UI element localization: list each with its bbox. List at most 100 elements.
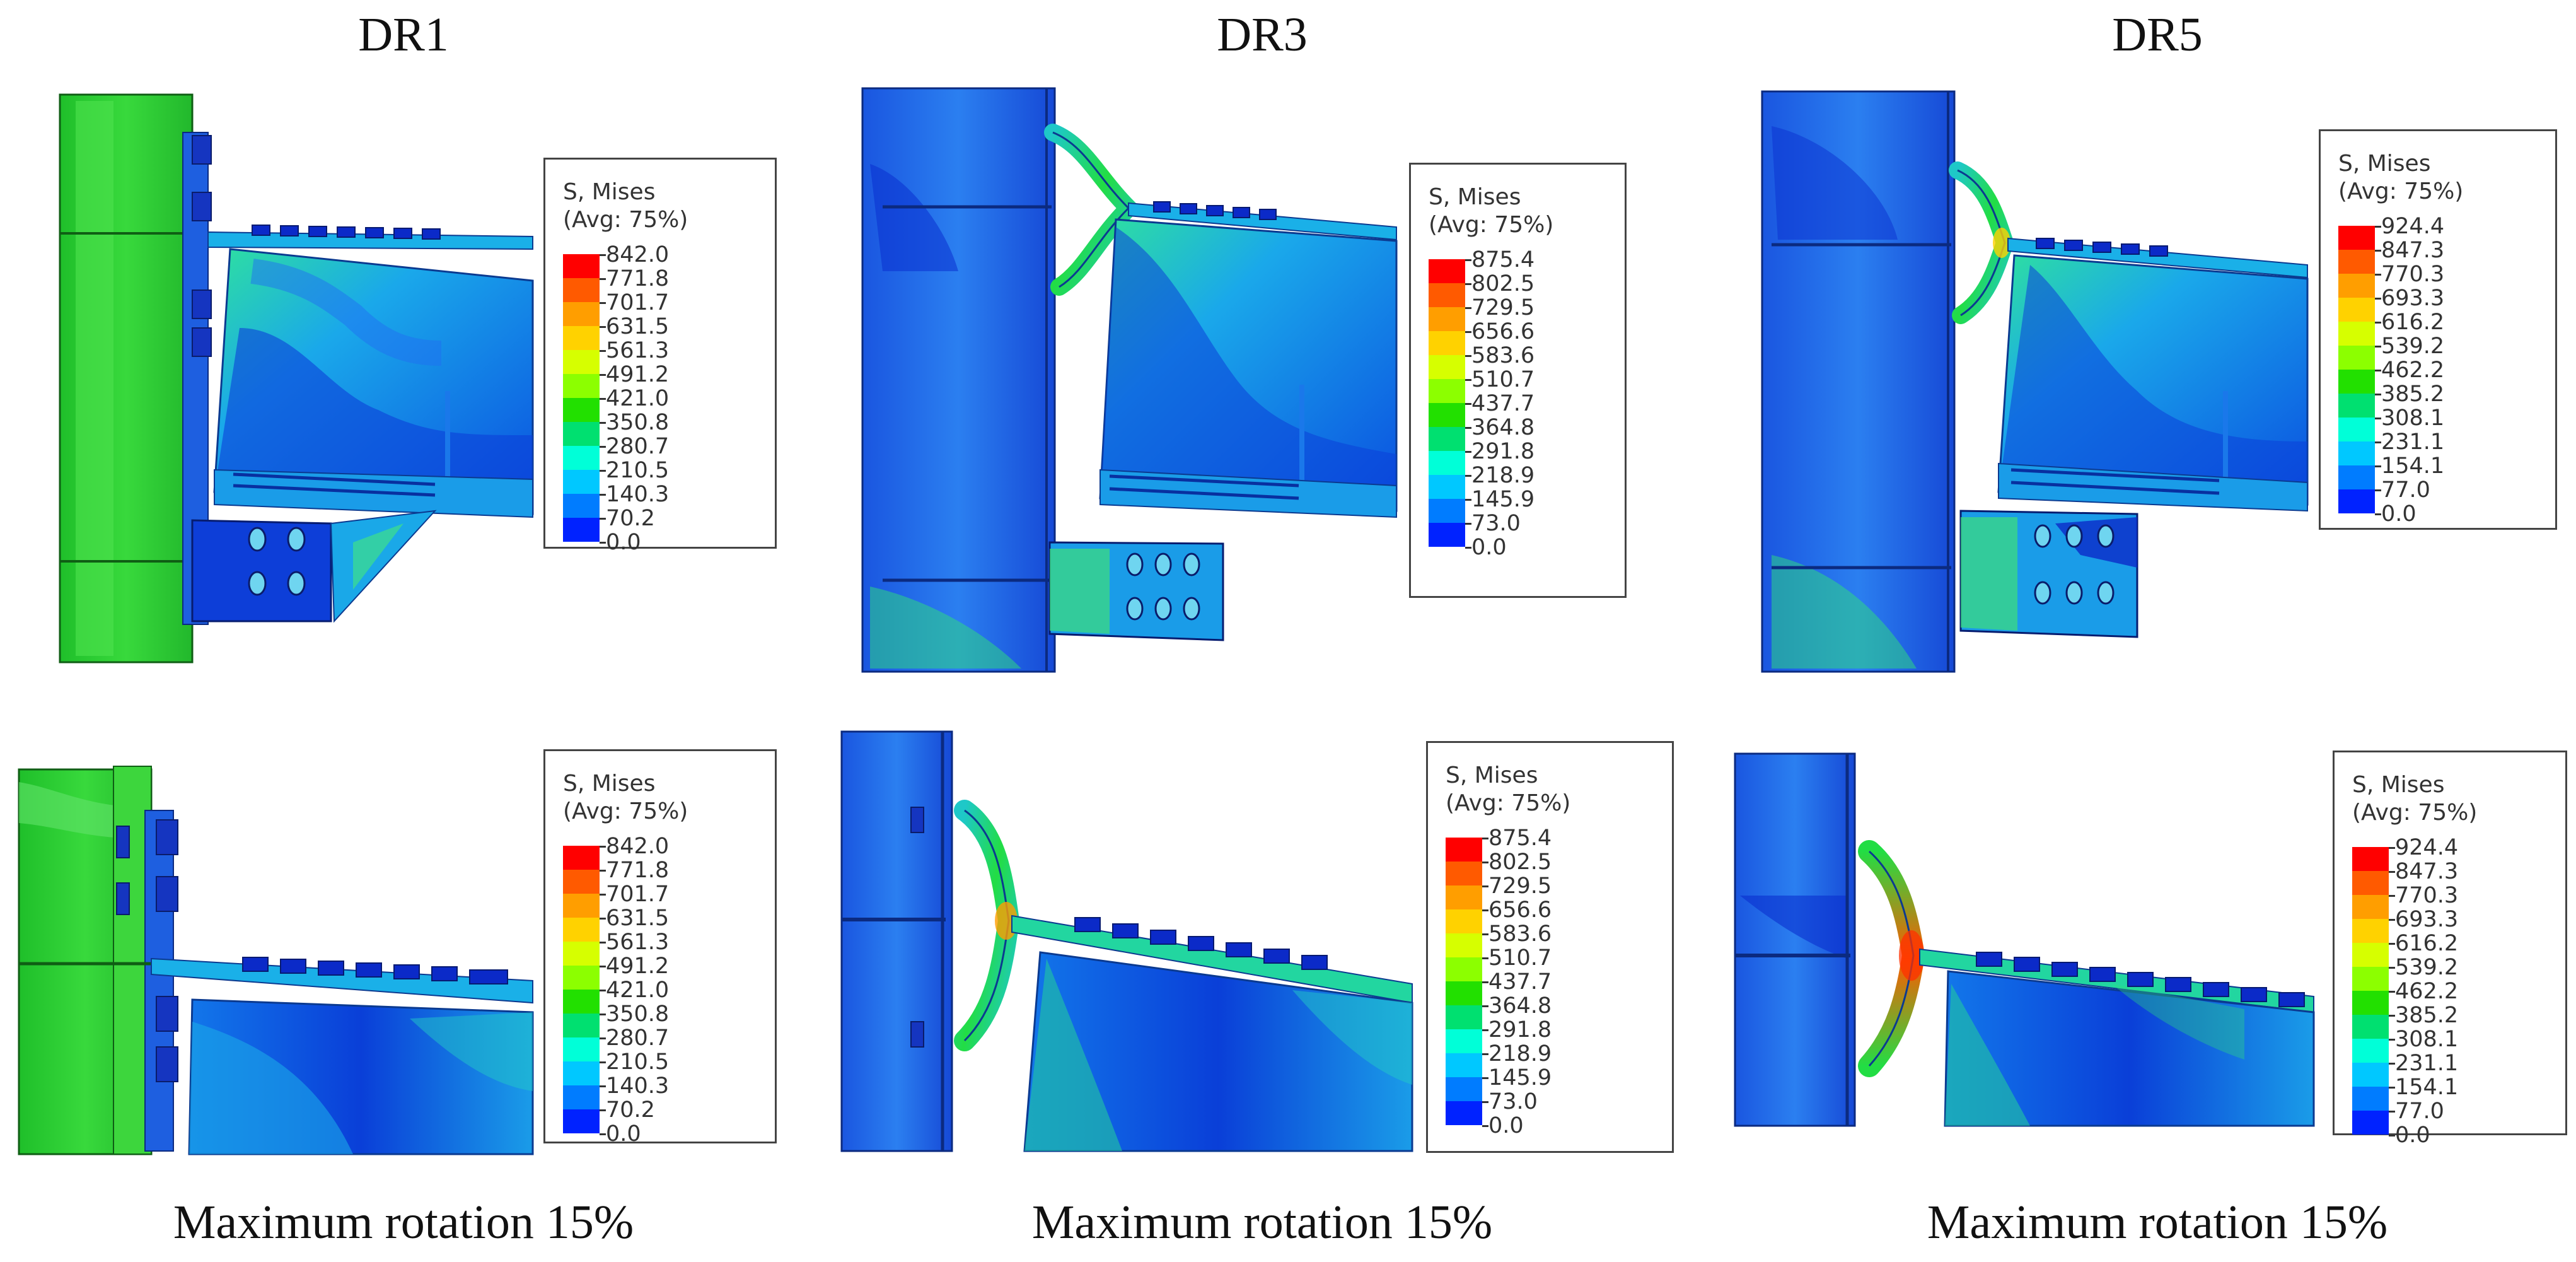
scale-value: 583.6 (1471, 343, 1535, 368)
scale-value: 583.6 (1488, 921, 1552, 947)
scale-tick (600, 446, 606, 448)
scale-tick (600, 1061, 606, 1063)
scale-tick (1482, 1101, 1488, 1103)
color-swatch (563, 966, 600, 990)
scale-tick (600, 846, 606, 848)
scale-value: 770.3 (2381, 262, 2445, 287)
scale-value: 0.0 (606, 1121, 641, 1147)
scale-tick (1482, 838, 1488, 839)
dr5-top-model (1761, 90, 2309, 673)
legend-title: S, Mises (Avg: 75%) (1446, 762, 1570, 817)
scale-tick (1482, 933, 1488, 935)
color-swatch (563, 990, 600, 1014)
scale-value: 218.9 (1471, 463, 1535, 488)
scale-value: 77.0 (2381, 477, 2430, 503)
scale-tick (2389, 895, 2395, 897)
legend-variable: S, Mises (2352, 772, 2445, 798)
color-swatch (1429, 403, 1465, 427)
scale-tick (1482, 1005, 1488, 1007)
scale-value: 656.6 (1471, 319, 1535, 344)
scale-tick (2375, 346, 2381, 348)
legend-title: S, Mises (Avg: 75%) (2352, 771, 2477, 827)
scale-labels: 875.4 802.5 729.5 656.6 583.6 510.7 437.7 364.8… (1488, 826, 1552, 1138)
scale-tick (600, 870, 606, 872)
color-swatch (1429, 259, 1465, 283)
legend-variable: S, Mises (2338, 151, 2431, 177)
scale-tick (1465, 283, 1471, 285)
scale-value: 561.3 (606, 338, 670, 363)
color-swatch (563, 518, 600, 542)
color-swatch (2338, 226, 2375, 250)
color-swatch (563, 350, 600, 374)
color-scale-bar (2352, 847, 2389, 1135)
legend-variable: S, Mises (563, 771, 656, 797)
scale-value: 0.0 (1471, 535, 1507, 560)
scale-value: 875.4 (1471, 247, 1535, 272)
scale-tick (1482, 885, 1488, 887)
scale-tick (1482, 1029, 1488, 1031)
color-swatch (563, 254, 600, 278)
scale-value: 145.9 (1471, 487, 1535, 512)
scale-value: 729.5 (1488, 873, 1552, 899)
scale-tick (600, 398, 606, 400)
color-swatch (2352, 919, 2389, 943)
scale-tick (1465, 523, 1471, 525)
color-swatch (563, 1061, 600, 1085)
scale-tick (1482, 957, 1488, 959)
scale-tick (600, 966, 606, 967)
color-swatch (2338, 394, 2375, 418)
scale-value: 924.4 (2381, 214, 2445, 239)
legend-averaging: (Avg: 75%) (1446, 790, 1571, 816)
color-swatch (1429, 331, 1465, 355)
scale-value: 924.4 (2395, 835, 2459, 860)
color-swatch (563, 1085, 600, 1109)
scale-value: 462.2 (2395, 979, 2459, 1004)
scale-tick (600, 422, 606, 424)
scale-tick (600, 1109, 606, 1111)
dr1-bottom-model (18, 766, 534, 1155)
scale-value: 421.0 (606, 386, 670, 411)
scale-value: 875.4 (1488, 826, 1552, 851)
legend-dr1-top: S, Mises (Avg: 75%) 842.0 771.8 701.7 631.5… (543, 158, 777, 554)
scale-value: 510.7 (1488, 945, 1552, 971)
scale-value: 616.2 (2395, 931, 2459, 956)
scale-value: 437.7 (1471, 391, 1535, 416)
scale-tick (2375, 250, 2381, 252)
scale-value: 364.8 (1471, 415, 1535, 440)
color-swatch (563, 494, 600, 518)
color-swatch (1429, 355, 1465, 379)
scale-tick (2375, 226, 2381, 228)
scale-tick (600, 990, 606, 991)
scale-value: 491.2 (606, 954, 670, 979)
color-swatch (1446, 957, 1482, 981)
scale-value: 140.3 (606, 482, 670, 507)
color-swatch (2352, 1087, 2389, 1111)
color-swatch (563, 1014, 600, 1037)
color-swatch (2338, 346, 2375, 370)
scale-tick (2389, 1135, 2395, 1136)
color-swatch (1446, 862, 1482, 885)
scale-tick (600, 302, 606, 304)
color-swatch (2352, 943, 2389, 967)
scale-labels: 924.4 847.3 770.3 693.3 616.2 539.2 462.2 385.2… (2395, 836, 2458, 1147)
color-swatch (2338, 489, 2375, 513)
color-swatch (563, 326, 600, 350)
scale-tick (600, 942, 606, 944)
scale-value: 70.2 (606, 1097, 655, 1123)
color-swatch (1429, 427, 1465, 451)
color-swatch (2352, 847, 2389, 871)
scale-tick (600, 1133, 606, 1135)
caption-dr1: Maximum rotation 15% (173, 1196, 634, 1249)
scale-tick (1465, 547, 1471, 549)
scale-value: 154.1 (2395, 1075, 2459, 1100)
scale-value: 701.7 (606, 290, 670, 315)
scale-value: 770.3 (2395, 883, 2459, 908)
color-scale-bar (1446, 838, 1482, 1125)
scale-tick (1482, 862, 1488, 863)
scale-tick (600, 542, 606, 544)
color-swatch (563, 1037, 600, 1061)
scale-tick (600, 350, 606, 352)
scale-value: 771.8 (606, 266, 670, 291)
legend-variable: S, Mises (1429, 184, 1521, 210)
legend-dr1-bottom: S, Mises (Avg: 75%) 842.0 771.8 701.7 631.5… (543, 749, 777, 1147)
